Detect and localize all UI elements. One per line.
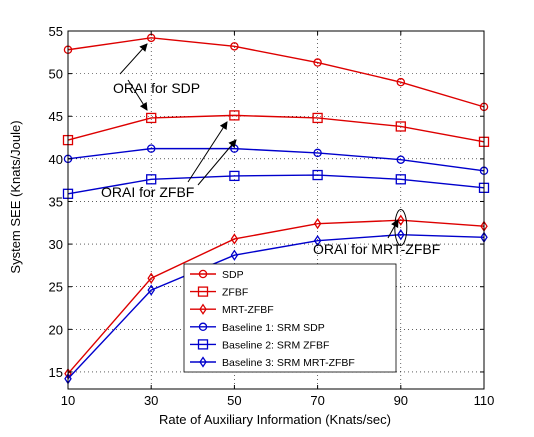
data-point <box>395 121 406 132</box>
legend-item: MRT-ZFBF <box>190 303 274 316</box>
x-tick-label: 50 <box>227 393 241 408</box>
legend-item: SDP <box>190 269 244 281</box>
data-point <box>395 174 406 185</box>
series-mrt-zfbf <box>64 214 488 380</box>
data-point <box>197 286 209 297</box>
series-line <box>67 174 485 195</box>
y-axis-label: System SEE (Knats/Joule) <box>8 120 23 273</box>
data-point <box>147 272 155 284</box>
series-sdp <box>63 33 489 112</box>
annotation-arrow <box>187 121 228 183</box>
y-tick-label: 35 <box>49 194 63 209</box>
x-tick-label: 90 <box>394 393 408 408</box>
data-point <box>312 169 323 181</box>
data-point <box>146 112 157 124</box>
y-tick-label: 45 <box>49 109 63 124</box>
data-point <box>313 58 322 67</box>
data-point <box>229 170 240 182</box>
data-point <box>397 214 405 226</box>
axes: 10 30 50 70 90 110 15 20 25 30 35 40 45 50 55 <box>49 24 495 408</box>
legend-item: ZFBF <box>190 286 248 299</box>
legend-label: Baseline 2: SRM ZFBF <box>222 339 329 351</box>
data-point <box>312 112 323 124</box>
data-point <box>313 148 322 158</box>
annotation-arrow <box>387 219 399 239</box>
data-point <box>313 217 322 230</box>
x-tick-label: 70 <box>310 393 324 408</box>
legend-label: MRT-ZFBF <box>222 304 274 316</box>
legend-label: Baseline 1: SRM SDP <box>222 322 325 334</box>
data-point <box>230 233 239 245</box>
plot-frame <box>67 30 485 390</box>
y-tick-label: 25 <box>49 280 63 295</box>
annotation-orai-sdp: ORAI for SDP <box>113 80 200 96</box>
annotation-orai-mrt-zfbf: ORAI for MRT-ZFBF <box>313 241 440 257</box>
annotation-orai-zfbf: ORAI for ZFBF <box>101 184 194 200</box>
series-line <box>67 114 485 143</box>
series-layer <box>62 33 490 385</box>
legend-item: Baseline 3: SRM MRT-ZFBF <box>190 356 355 369</box>
y-tick-label: 40 <box>49 152 63 167</box>
data-point <box>229 110 240 121</box>
data-point <box>313 235 322 247</box>
y-tick-label: 20 <box>49 322 63 337</box>
legend-label: ZFBF <box>222 287 248 299</box>
data-point <box>230 249 239 261</box>
data-point <box>199 303 207 315</box>
data-point <box>397 229 405 241</box>
x-tick-label: 110 <box>474 393 495 408</box>
series-line <box>67 147 485 172</box>
data-point <box>199 356 207 368</box>
data-point <box>197 339 209 350</box>
x-axis-label: Rate of Auxiliary Information (Knats/sec… <box>159 412 391 427</box>
highlight-ellipse <box>394 208 408 246</box>
annotation-arrow <box>119 43 148 75</box>
series-line <box>67 37 485 108</box>
legend-box <box>183 263 397 373</box>
y-tick-label: 30 <box>49 237 63 252</box>
series-line <box>67 219 485 375</box>
data-point <box>198 269 208 279</box>
y-tick-label: 55 <box>49 24 63 39</box>
x-tick-label: 10 <box>61 393 75 408</box>
data-point <box>198 322 208 332</box>
annotation-arrow <box>127 79 148 111</box>
data-point <box>396 155 406 164</box>
y-tick-label: 15 <box>49 365 63 380</box>
series-baseline-1-srm-sdp <box>63 144 489 176</box>
data-point <box>396 77 406 87</box>
legend-item: Baseline 1: SRM SDP <box>190 322 325 334</box>
legend-label: Baseline 3: SRM MRT-ZFBF <box>222 357 355 369</box>
x-tick-label: 30 <box>144 393 158 408</box>
data-point <box>146 174 157 185</box>
annotation-arrow <box>197 139 237 186</box>
annotations: ORAI for SDP ORAI for ZFBF ORAI for MRT-… <box>101 43 440 257</box>
data-point <box>147 284 155 296</box>
legend-label: SDP <box>222 269 244 281</box>
data-point <box>146 144 156 153</box>
legend-item: Baseline 2: SRM ZFBF <box>190 339 329 351</box>
data-point <box>230 42 239 51</box>
legend: SDP ZFBF MRT-ZFBF Baseline 1: SRM SDP Baseli… <box>183 263 397 373</box>
series-line <box>67 234 485 380</box>
y-tick-label: 50 <box>49 67 63 82</box>
